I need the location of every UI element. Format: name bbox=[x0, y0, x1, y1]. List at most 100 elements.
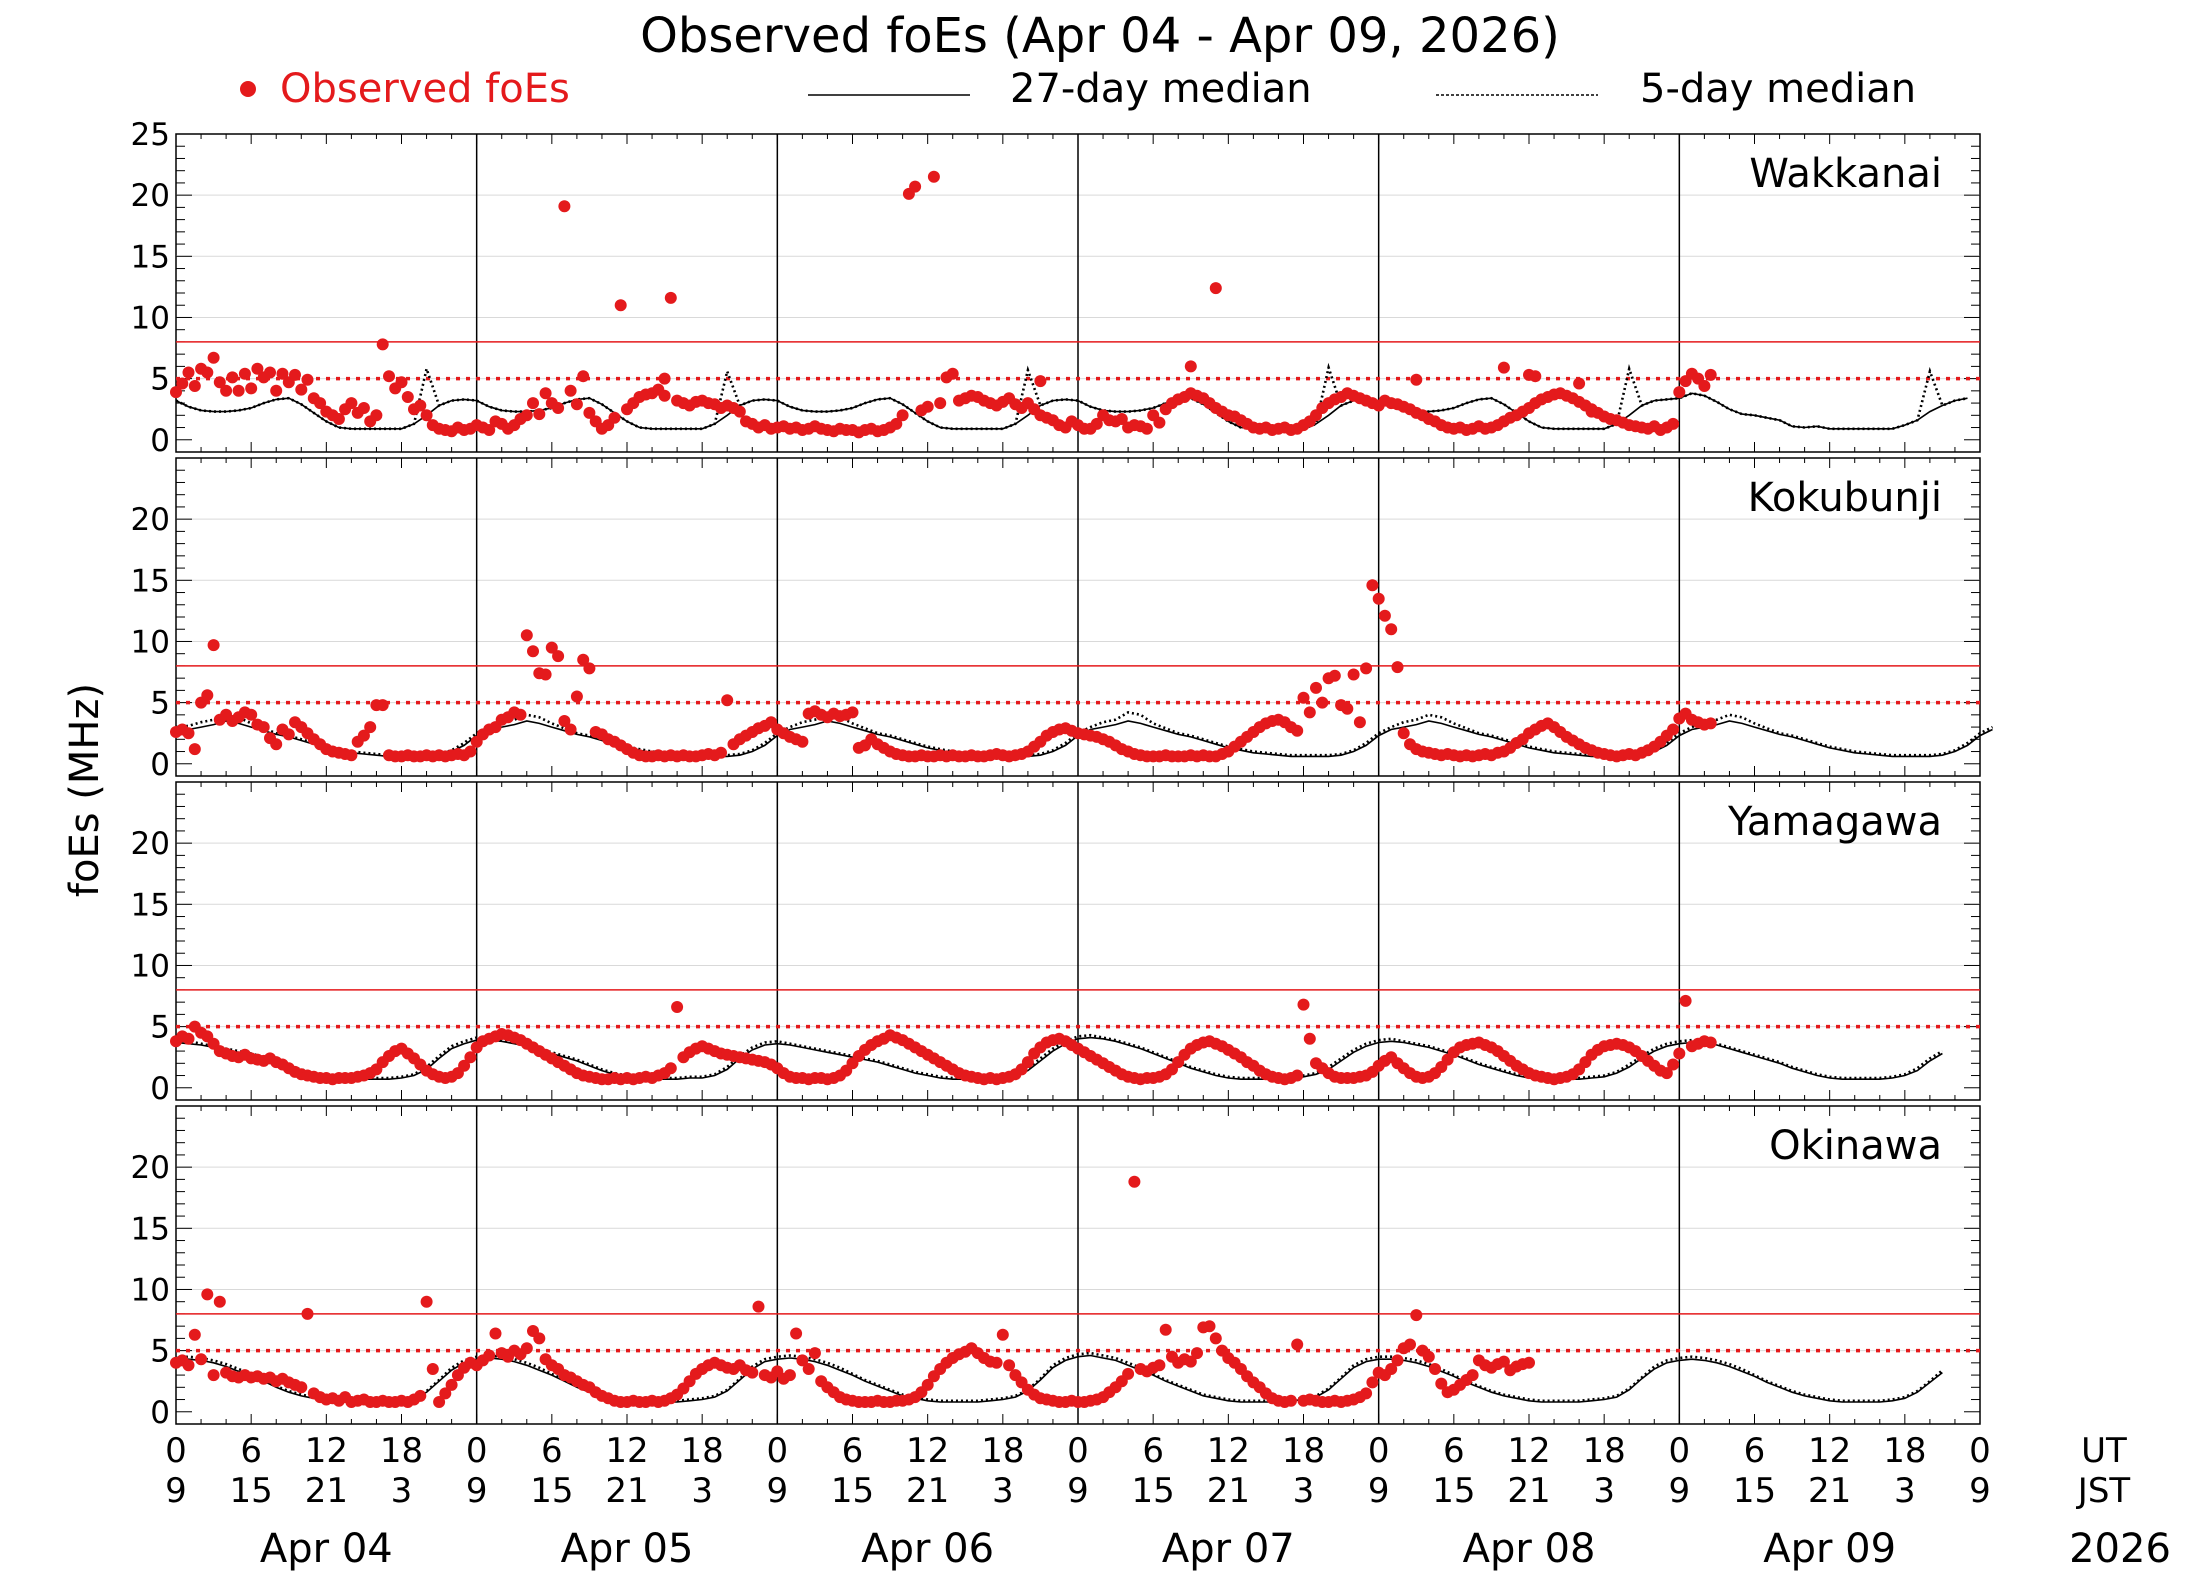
panel-yamagawa: 0 5 10 15 20 Yamagawa bbox=[131, 781, 1981, 1107]
observed-point bbox=[583, 662, 596, 675]
observed-point bbox=[1704, 717, 1717, 730]
observed-point bbox=[927, 170, 940, 183]
observed-point bbox=[188, 1328, 201, 1341]
ut-tick-label: 6 bbox=[1744, 1431, 1766, 1471]
panel-kokubunji: 0 5 10 15 20 Kokubunji bbox=[131, 457, 1994, 783]
ut-tick-label: 18 bbox=[681, 1431, 724, 1471]
observed-point bbox=[1291, 1338, 1304, 1351]
observed-point bbox=[251, 362, 264, 375]
observed-point bbox=[1698, 380, 1711, 392]
observed-point bbox=[715, 746, 727, 759]
y-tick-label: 5 bbox=[150, 362, 170, 398]
observed-point bbox=[1203, 1320, 1216, 1333]
observed-point bbox=[1410, 1309, 1423, 1322]
jst-tick-label: 3 bbox=[391, 1471, 413, 1511]
ut-tick-label: 6 bbox=[842, 1431, 864, 1471]
ut-tick-label: 12 bbox=[1507, 1431, 1550, 1471]
observed-point bbox=[1328, 669, 1341, 682]
observed-point bbox=[201, 1288, 214, 1301]
day-label: Apr 05 bbox=[561, 1526, 694, 1572]
observed-point bbox=[796, 1354, 809, 1367]
observed-point bbox=[752, 1300, 765, 1313]
observed-point bbox=[1529, 370, 1542, 383]
observed-point bbox=[1115, 413, 1128, 425]
observed-point bbox=[188, 380, 201, 392]
legend-observed-label: Observed foEs bbox=[280, 66, 570, 112]
observed-point bbox=[245, 708, 258, 721]
panel-okinawa: 0 5 10 15 20 Okinawa bbox=[131, 1105, 1981, 1431]
ut-tick-label: 18 bbox=[1282, 1431, 1325, 1471]
ut-tick-label: 0 bbox=[165, 1431, 187, 1471]
observed-point bbox=[1391, 661, 1404, 674]
ut-tick-label: 0 bbox=[1969, 1431, 1991, 1471]
observed-point bbox=[414, 399, 427, 412]
observed-point bbox=[664, 291, 677, 304]
y-tick-label: 15 bbox=[131, 1211, 170, 1247]
observed-point bbox=[1291, 724, 1304, 737]
observed-point bbox=[1291, 1069, 1304, 1082]
y-tick-label: 10 bbox=[131, 948, 170, 984]
observed-point bbox=[564, 723, 577, 736]
y-tick-label: 15 bbox=[131, 563, 170, 599]
y-tick-label: 5 bbox=[150, 1010, 170, 1046]
observed-point bbox=[357, 402, 370, 414]
y-tick-label: 5 bbox=[150, 1334, 170, 1370]
observed-point bbox=[1353, 716, 1366, 729]
observed-point bbox=[489, 1327, 502, 1340]
observed-point bbox=[213, 376, 226, 389]
observed-point bbox=[921, 400, 934, 413]
jst-row-label: JST bbox=[2076, 1471, 2131, 1511]
observed-point bbox=[558, 200, 571, 213]
ut-tick-label: 12 bbox=[906, 1431, 949, 1471]
observed-point bbox=[533, 408, 546, 421]
observed-point bbox=[1704, 368, 1717, 381]
observed-point bbox=[483, 1349, 496, 1362]
observed-point bbox=[1341, 702, 1354, 715]
observed-point bbox=[608, 411, 621, 424]
observed-point bbox=[1003, 1359, 1016, 1372]
jst-tick-label: 9 bbox=[1368, 1471, 1390, 1511]
jst-tick-label: 21 bbox=[1507, 1471, 1550, 1511]
observed-point bbox=[1153, 416, 1166, 429]
ut-tick-label: 6 bbox=[240, 1431, 262, 1471]
ut-tick-label: 18 bbox=[1883, 1431, 1926, 1471]
observed-point bbox=[552, 402, 565, 414]
jst-tick-label: 15 bbox=[1132, 1471, 1175, 1511]
observed-point bbox=[746, 1366, 759, 1379]
y-tick-label: 0 bbox=[150, 747, 170, 783]
y-axis-label: foEs (MHz) bbox=[62, 683, 108, 897]
observed-point bbox=[232, 384, 245, 397]
observed-point bbox=[921, 1378, 934, 1391]
observed-point bbox=[614, 299, 627, 312]
median27-line bbox=[175, 1036, 1943, 1080]
observed-point bbox=[1673, 386, 1686, 399]
observed-point bbox=[1704, 1036, 1717, 1049]
observed-point bbox=[433, 1396, 446, 1408]
y-tick-label: 10 bbox=[131, 624, 170, 660]
day-label: Apr 06 bbox=[861, 1526, 994, 1572]
observed-point bbox=[220, 384, 233, 397]
ut-tick-label: 12 bbox=[305, 1431, 348, 1471]
observed-point bbox=[1128, 1175, 1141, 1188]
observed-point bbox=[420, 409, 433, 422]
observed-point bbox=[414, 1389, 427, 1402]
observed-point bbox=[1410, 373, 1423, 386]
observed-point bbox=[182, 366, 195, 379]
observed-point bbox=[570, 398, 583, 411]
observed-point bbox=[182, 727, 195, 740]
observed-point bbox=[570, 690, 583, 703]
station-label: Kokubunji bbox=[1748, 475, 1942, 521]
jst-tick-label: 15 bbox=[1432, 1471, 1475, 1511]
observed-point bbox=[257, 721, 270, 734]
observed-point bbox=[357, 729, 370, 742]
observed-point bbox=[376, 338, 389, 351]
y-tick-label: 20 bbox=[131, 1150, 170, 1186]
observed-point bbox=[401, 391, 414, 403]
observed-point bbox=[846, 706, 859, 719]
station-label: Yamagawa bbox=[1727, 799, 1942, 845]
observed-point bbox=[295, 1381, 308, 1394]
observed-point bbox=[314, 397, 327, 410]
observed-point bbox=[1209, 1332, 1222, 1345]
observed-point bbox=[420, 1295, 433, 1308]
